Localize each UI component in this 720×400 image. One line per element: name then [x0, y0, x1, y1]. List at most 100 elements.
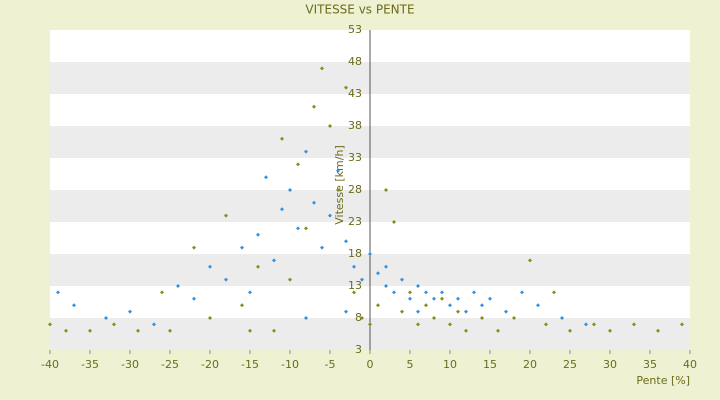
- data-point: [448, 303, 452, 308]
- x-tick-label: 10: [443, 358, 457, 371]
- y-tick-label: 18: [348, 247, 362, 260]
- data-point: [352, 290, 356, 295]
- data-point: [384, 188, 388, 192]
- data-point: [104, 316, 108, 320]
- data-point: [416, 284, 420, 288]
- data-point: [400, 277, 404, 282]
- y-tick-label: 28: [348, 183, 362, 196]
- x-tick-label: -25: [161, 358, 179, 371]
- data-point: [408, 290, 412, 295]
- data-point: [368, 252, 372, 256]
- data-point: [304, 149, 308, 154]
- x-tick-label: -30: [121, 358, 139, 371]
- data-point: [72, 303, 76, 308]
- data-point: [360, 316, 364, 320]
- data-point: [248, 290, 252, 295]
- x-tick-label: 25: [563, 358, 577, 371]
- data-point: [400, 309, 404, 314]
- data-point: [192, 245, 196, 250]
- data-point: [472, 290, 476, 295]
- x-tick-label: -5: [325, 358, 336, 371]
- data-point: [192, 296, 196, 301]
- x-tick-label: 40: [683, 358, 697, 371]
- data-point: [512, 316, 516, 320]
- data-point: [384, 264, 388, 269]
- data-point: [328, 124, 332, 128]
- data-point: [344, 309, 348, 314]
- data-point: [256, 264, 260, 269]
- y-tick-label: 8: [355, 311, 362, 324]
- data-point: [416, 322, 420, 327]
- data-point: [408, 296, 412, 301]
- data-point: [112, 322, 116, 327]
- data-point: [424, 290, 428, 295]
- x-tick-label: -15: [241, 358, 259, 371]
- x-tick-label: -10: [281, 358, 299, 371]
- data-point: [368, 322, 372, 327]
- data-point: [584, 322, 588, 327]
- x-tick-label: 20: [523, 358, 537, 371]
- data-point: [352, 264, 356, 269]
- data-point: [240, 303, 244, 308]
- data-point: [464, 309, 468, 314]
- x-tick-label: -35: [81, 358, 99, 371]
- data-point: [280, 136, 284, 141]
- data-point: [128, 309, 132, 314]
- y-tick-label: 23: [348, 215, 362, 228]
- data-point: [448, 322, 452, 327]
- data-point: [328, 213, 332, 218]
- data-point: [536, 303, 540, 308]
- data-point: [248, 328, 252, 333]
- data-point: [416, 309, 420, 314]
- data-point: [152, 322, 156, 327]
- data-point: [304, 226, 308, 231]
- data-point: [240, 245, 244, 250]
- data-point: [320, 245, 324, 250]
- data-point: [544, 322, 548, 327]
- data-point: [360, 277, 364, 282]
- x-tick-label: 5: [407, 358, 414, 371]
- data-point: [288, 188, 292, 192]
- y-tick-label: 3: [355, 343, 362, 356]
- data-point: [568, 328, 572, 333]
- data-point: [288, 277, 292, 282]
- data-point: [272, 258, 276, 263]
- data-point: [280, 207, 284, 212]
- data-point: [680, 322, 684, 327]
- data-point: [424, 303, 428, 308]
- data-point: [168, 328, 172, 333]
- data-point: [456, 296, 460, 301]
- data-point: [376, 303, 380, 308]
- data-point: [488, 296, 492, 301]
- y-tick-label: 38: [348, 119, 362, 132]
- data-point: [552, 290, 556, 295]
- data-point: [392, 290, 396, 295]
- data-point: [456, 309, 460, 314]
- x-tick-label: -40: [41, 358, 59, 371]
- data-point: [56, 290, 60, 295]
- data-point: [312, 200, 316, 205]
- data-point: [208, 264, 212, 269]
- data-point: [320, 66, 324, 71]
- y-tick-label: 43: [348, 87, 362, 100]
- data-point: [656, 328, 660, 333]
- data-point: [392, 220, 396, 224]
- x-axis-title: Pente [%]: [636, 374, 690, 387]
- data-point: [608, 328, 612, 333]
- x-tick-label: 35: [643, 358, 657, 371]
- y-axis-title: Vitesse [km/h]: [333, 145, 346, 225]
- data-point: [480, 303, 484, 308]
- data-point: [256, 232, 260, 237]
- data-point: [344, 239, 348, 244]
- data-point: [296, 226, 300, 231]
- data-point: [560, 316, 564, 320]
- y-tick-label: 53: [348, 23, 362, 36]
- data-point: [88, 328, 92, 333]
- data-point: [160, 290, 164, 295]
- data-point: [480, 316, 484, 320]
- data-point: [440, 296, 444, 301]
- data-point: [384, 284, 388, 288]
- data-point: [344, 85, 348, 90]
- data-point: [272, 328, 276, 333]
